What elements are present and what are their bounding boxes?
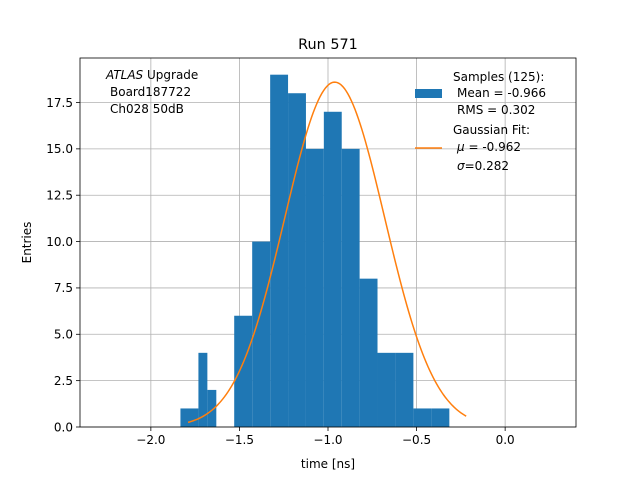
histogram-bar: [198, 352, 208, 427]
histogram-bar: [252, 241, 271, 427]
legend-fit-line-2: μ = -0.962: [456, 140, 521, 154]
legend-mu-value: = -0.962: [465, 140, 521, 154]
legend-histogram-line-2: Mean = -0.966: [457, 86, 546, 100]
y-tick-label: 12.5: [46, 189, 73, 203]
annotation-line-2: Board187722: [110, 85, 191, 99]
histogram-bar: [359, 278, 378, 427]
y-axis-label: Entries: [20, 222, 34, 264]
histogram-bars: [180, 74, 450, 428]
y-tick-label: 2.5: [54, 374, 73, 388]
y-tick-label: 17.5: [46, 96, 73, 110]
histogram-bar: [395, 352, 414, 427]
histogram-bar: [234, 315, 253, 427]
histogram-bar: [305, 148, 324, 427]
histogram-bar: [288, 93, 306, 428]
histogram-bar: [180, 408, 199, 427]
histogram-bar: [323, 111, 342, 428]
x-tick-label: −0.5: [402, 433, 431, 447]
legend-fit-line-1: Gaussian Fit:: [453, 123, 530, 137]
legend-histogram-line-3: RMS = 0.302: [457, 103, 535, 117]
y-axis-ticks: 0.0 2.5 5.0 7.5 10.0 12.5 15.0 17.5: [46, 96, 80, 434]
annotation-upgrade-word: Upgrade: [143, 68, 198, 82]
annotation-atlas-word: ATLAS: [105, 68, 144, 82]
y-tick-label: 15.0: [46, 142, 73, 156]
histogram-bar: [431, 408, 450, 427]
y-tick-label: 10.0: [46, 235, 73, 249]
y-tick-label: 5.0: [54, 328, 73, 342]
legend-histogram-swatch: [415, 89, 442, 98]
histogram-bar: [377, 352, 396, 427]
histogram-bar: [413, 408, 432, 427]
legend-mu-symbol: μ: [456, 140, 465, 154]
x-tick-label: 0.0: [496, 433, 515, 447]
legend-sigma-symbol: σ: [457, 159, 465, 173]
legend-fit-line-3: σ=0.282: [457, 159, 509, 173]
histogram-bar: [270, 74, 289, 427]
gaussian-fit-curve: [187, 81, 467, 424]
histogram-bar: [207, 389, 217, 427]
annotation-line-3: Ch028 50dB: [110, 102, 184, 116]
x-tick-label: −2.0: [136, 433, 165, 447]
y-tick-label: 7.5: [54, 281, 73, 295]
x-axis-label: time [ns]: [301, 457, 355, 471]
x-tick-label: −1.5: [225, 433, 254, 447]
y-tick-label: 0.0: [54, 420, 73, 434]
legend-histogram-line-1: Samples (125):: [453, 70, 544, 84]
chart-title: Run 571: [298, 37, 358, 53]
x-tick-label: −1.0: [313, 433, 342, 447]
histogram-bar: [341, 148, 360, 427]
annotation-line-1: ATLAS Upgrade: [105, 68, 198, 82]
legend-sigma-value: =0.282: [465, 159, 509, 173]
x-axis-ticks: −2.0 −1.5 −1.0 −0.5 0.0: [136, 427, 515, 447]
atlas-annotation: ATLAS Upgrade Board187722 Ch028 50dB: [105, 68, 198, 116]
legend: Samples (125): Mean = -0.966 RMS = 0.302…: [415, 70, 546, 173]
